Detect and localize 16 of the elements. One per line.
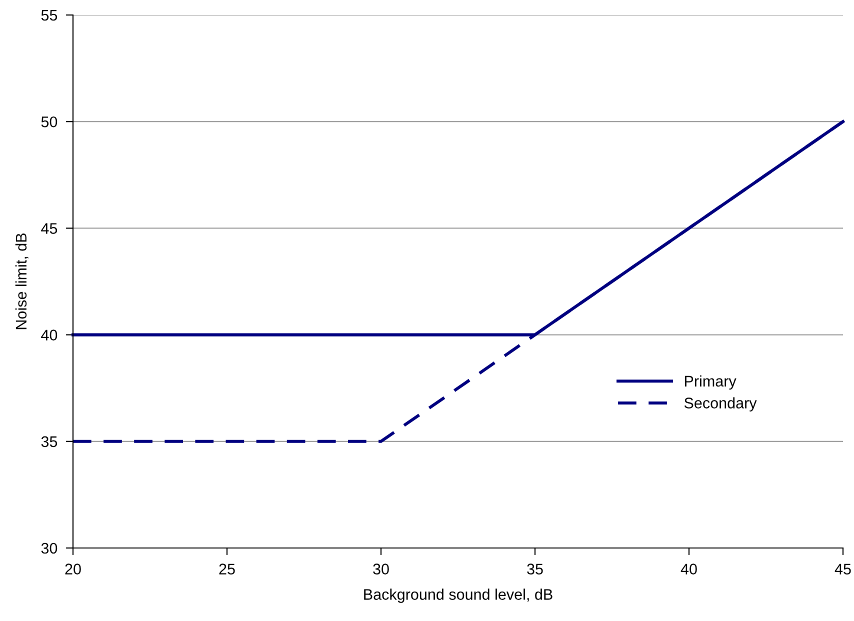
y-tick-label: 45 [41, 223, 58, 234]
legend-label: Secondary [684, 397, 757, 412]
x-tick-label: 25 [219, 564, 235, 574]
y-tick-label: 30 [41, 542, 58, 554]
y-tick-label: 40 [41, 330, 58, 340]
y-axis-title: Noise limit, dB [15, 233, 28, 330]
x-tick-label: 35 [527, 564, 543, 574]
x-tick-label: 30 [373, 564, 389, 574]
x-tick-label: 40 [680, 564, 697, 574]
x-tick-label: 45 [834, 564, 851, 574]
legend-label: Primary [685, 375, 736, 390]
y-tick-label: 50 [41, 116, 58, 128]
x-axis-title: Background sound level, dB [364, 588, 552, 603]
y-tick-label: 55 [41, 10, 58, 21]
x-tick-label: 20 [65, 564, 81, 574]
y-tick-label: 35 [41, 436, 58, 448]
